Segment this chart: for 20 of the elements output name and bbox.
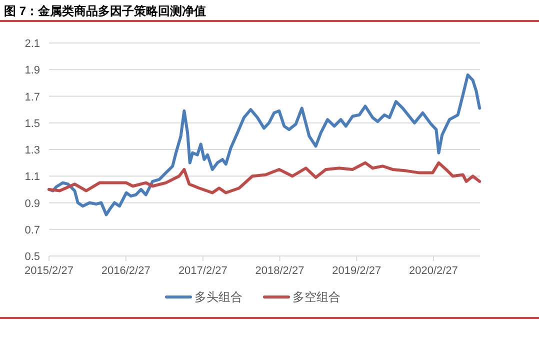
x-tick-label: 2017/2/27 <box>178 265 228 277</box>
y-tick-label: 1.5 <box>24 118 40 130</box>
y-tick-label: 0.5 <box>24 251 40 263</box>
legend-label: 多头组合 <box>194 290 242 304</box>
line-series <box>48 161 482 194</box>
y-tick-label: 1.1 <box>24 171 40 184</box>
y-tick-label: 1.3 <box>24 144 40 156</box>
y-tick-label: 1.9 <box>24 64 40 77</box>
y-tick-label: 2.1 <box>24 38 40 50</box>
x-tick-label: 2018/2/27 <box>255 265 304 277</box>
x-tick-label: 2015/2/27 <box>24 265 74 277</box>
chart-title: 图 7：金属类商品多因子策略回测净值 <box>4 4 206 18</box>
x-tick-label: 2016/2/27 <box>101 265 150 277</box>
y-tick-label: 1.7 <box>24 91 40 104</box>
x-tick-label: 2019/2/27 <box>332 265 382 277</box>
legend-label: 多空组合 <box>292 290 340 304</box>
x-tick-label: 2020/2/27 <box>409 265 458 277</box>
y-tick-label: 0.7 <box>24 224 40 236</box>
y-tick-label: 0.9 <box>24 198 40 210</box>
line-series <box>48 73 482 216</box>
